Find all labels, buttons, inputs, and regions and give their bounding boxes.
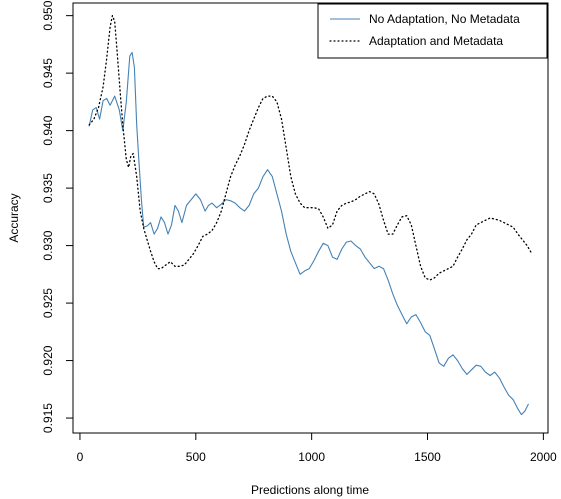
x-tick-label-1: 500: [186, 450, 206, 464]
y-tick-label-7: 0.950: [41, 0, 55, 30]
plot-frame: [72, 2, 549, 434]
x-axis-ticks: 0 500 1000 1500 2000: [77, 433, 557, 464]
legend: No Adaptation, No Metadata Adaptation an…: [317, 3, 548, 59]
series-line-0: [88, 51, 529, 416]
x-axis-title: Predictions along time: [251, 483, 369, 497]
y-tick-label-4: 0.935: [41, 173, 55, 203]
y-tick-label-0: 0.915: [41, 403, 55, 433]
legend-box: [317, 3, 548, 59]
y-tick-label-6: 0.945: [41, 58, 55, 88]
x-tick-label-4: 2000: [530, 450, 557, 464]
y-tick-label-3: 0.930: [41, 230, 55, 260]
legend-label-no-adaptation: No Adaptation, No Metadata: [369, 12, 520, 26]
x-tick-label-0: 0: [77, 450, 84, 464]
y-tick-label-2: 0.925: [41, 288, 55, 318]
x-tick-label-3: 1500: [414, 450, 441, 464]
series-line-1: [88, 14, 533, 281]
y-axis-title: Accuracy: [7, 193, 21, 242]
y-tick-label-1: 0.920: [41, 345, 55, 375]
x-tick-label-2: 1000: [298, 450, 325, 464]
y-tick-label-5: 0.940: [41, 115, 55, 145]
y-axis-ticks: 0.915 0.920 0.925 0.930 0.935 0.940 0.945 0.950: [41, 0, 73, 433]
series-layer: [88, 14, 533, 416]
legend-label-adaptation: Adaptation and Metadata: [369, 34, 503, 48]
